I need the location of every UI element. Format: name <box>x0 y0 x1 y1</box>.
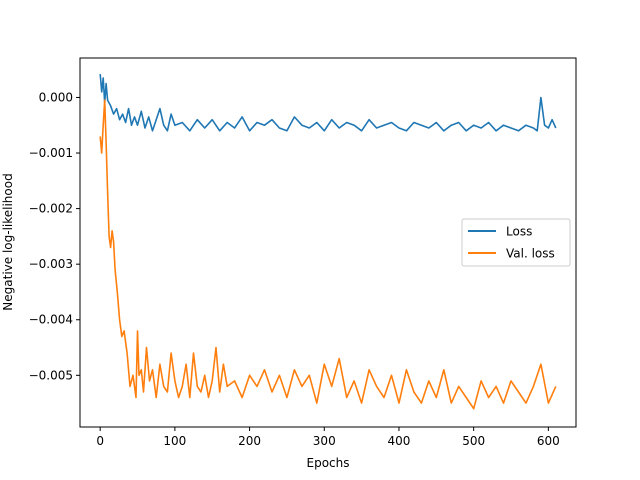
y-tick-label: 0.000 <box>39 90 73 104</box>
y-tick-label: −0.003 <box>29 257 73 271</box>
y-tick-label: −0.004 <box>29 313 73 327</box>
y-axis: 0.000 −0.001 −0.002 −0.003 −0.004 −0.005 <box>29 90 80 382</box>
legend: Loss Val. loss <box>461 218 571 267</box>
y-axis-label: Negative log-likelihood <box>1 173 15 310</box>
legend-label-loss: Loss <box>506 225 532 239</box>
series-layer <box>99 74 557 410</box>
x-tick-label: 500 <box>462 434 485 448</box>
x-tick-label: 0 <box>96 434 104 448</box>
x-tick-label: 300 <box>313 434 336 448</box>
series-line-0 <box>99 74 557 132</box>
legend-label-val-loss: Val. loss <box>506 247 555 261</box>
y-tick-label: −0.005 <box>29 368 73 382</box>
series-line-1 <box>99 99 557 410</box>
x-tick-label: 600 <box>537 434 560 448</box>
x-axis-label: Epochs <box>307 456 350 470</box>
x-tick-label: 400 <box>388 434 411 448</box>
x-tick-label: 200 <box>238 434 261 448</box>
y-tick-label: −0.002 <box>29 202 73 216</box>
y-tick-label: −0.001 <box>29 146 73 160</box>
x-axis: 0 100 200 300 400 500 600 <box>96 427 560 448</box>
x-tick-label: 100 <box>163 434 186 448</box>
